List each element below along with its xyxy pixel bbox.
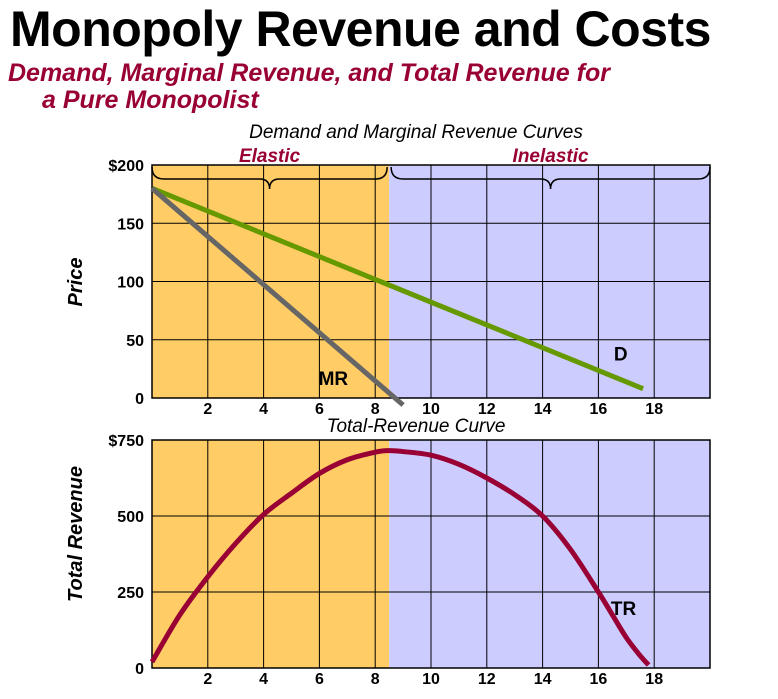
chart2-series-label-tr: TR [611, 599, 637, 620]
chart1-brace-inelastic [390, 166, 711, 190]
chart1-xtick-label: 4 [259, 401, 268, 418]
chart1-xtick-label: 14 [534, 401, 552, 418]
chart1-xtick-label: 18 [645, 401, 663, 418]
chart1-xtick-label: 10 [422, 401, 440, 418]
chart1-series-label-mr: MR [319, 369, 349, 390]
page-subtitle: Demand, Marginal Revenue, and Total Reve… [8, 60, 778, 114]
chart1-ytick-label: $200 [108, 158, 144, 175]
chart2-xtick-label: 8 [371, 671, 380, 688]
chart2-ytick-label: 500 [117, 509, 144, 526]
chart1-ytick-label: 100 [117, 275, 144, 292]
subtitle-line-1: Demand, Marginal Revenue, and Total Reve… [8, 59, 610, 87]
chart1-region-label-inelastic: Inelastic [513, 146, 589, 167]
chart2-inelastic-region [389, 440, 710, 668]
chart1-xtick-label: 6 [315, 401, 324, 418]
chart2-xtick-label: 6 [315, 671, 324, 688]
chart1-title: Demand and Marginal Revenue Curves [249, 122, 583, 143]
chart2-xtick-label: 4 [259, 671, 268, 688]
chart1-ytick-label: 150 [117, 216, 144, 233]
chart1-ylabel: Price [65, 258, 87, 307]
chart2-ytick-label: 0 [135, 661, 144, 678]
chart1-frame [151, 164, 711, 399]
chart2-xtick-label: 18 [645, 671, 663, 688]
chart2-xtick-label: 12 [478, 671, 496, 688]
chart1-series-label-d: D [614, 345, 628, 366]
chart2-title: Total-Revenue Curve [327, 416, 506, 437]
page-title: Monopoly Revenue and Costs [10, 1, 711, 57]
chart2-frame [151, 439, 711, 669]
chart2-series-tr [149, 448, 651, 667]
chart2-ytick-label: $750 [108, 433, 144, 450]
chart1-xtick-label: 12 [478, 401, 496, 418]
chart1-series-d [151, 185, 644, 391]
chart1-brace-elastic [151, 166, 388, 190]
chart1-xtick-label: 8 [371, 401, 380, 418]
chart1-ytick-label: 50 [126, 333, 144, 350]
chart2-xtick-label: 2 [203, 671, 212, 688]
chart2-elastic-region [152, 440, 390, 668]
chart1-ytick-label: 0 [135, 391, 144, 408]
chart2-xtick-label: 10 [422, 671, 440, 688]
chart2-xtick-label: 16 [590, 671, 608, 688]
chart2-xtick-label: 14 [534, 671, 552, 688]
chart2-ylabel: Total Revenue [65, 466, 87, 602]
chart1-xtick-label: 2 [203, 401, 212, 418]
subtitle-line-2: a Pure Monopolist [42, 86, 259, 114]
chart1-xtick-label: 16 [590, 401, 608, 418]
chart2-ytick-label: 250 [117, 585, 144, 602]
chart1-region-label-elastic: Elastic [239, 146, 301, 167]
chart1-series-mr [150, 186, 405, 407]
